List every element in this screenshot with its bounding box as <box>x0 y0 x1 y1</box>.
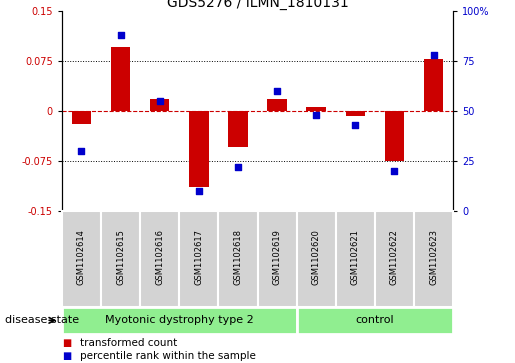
Text: ■: ■ <box>62 351 71 361</box>
Text: GSM1102617: GSM1102617 <box>194 229 203 285</box>
Title: GDS5276 / ILMN_1810131: GDS5276 / ILMN_1810131 <box>167 0 348 10</box>
Bar <box>140 211 179 307</box>
Bar <box>346 111 365 116</box>
Text: GSM1102616: GSM1102616 <box>155 229 164 285</box>
Bar <box>189 111 209 187</box>
Point <box>273 88 281 94</box>
Text: percentile rank within the sample: percentile rank within the sample <box>80 351 256 361</box>
Bar <box>150 99 169 111</box>
Point <box>195 188 203 193</box>
Point <box>116 32 125 38</box>
Text: disease state: disease state <box>5 315 79 325</box>
Text: GSM1102619: GSM1102619 <box>272 229 282 285</box>
Bar <box>179 211 218 307</box>
Point <box>77 148 85 154</box>
Bar <box>62 307 297 334</box>
Bar <box>297 211 336 307</box>
Point <box>351 122 359 127</box>
Point <box>156 98 164 103</box>
Bar <box>424 59 443 111</box>
Text: ■: ■ <box>62 338 71 348</box>
Text: GSM1102621: GSM1102621 <box>351 229 360 285</box>
Text: Myotonic dystrophy type 2: Myotonic dystrophy type 2 <box>105 315 253 325</box>
Bar <box>297 307 453 334</box>
Bar <box>62 211 101 307</box>
Point <box>430 52 438 58</box>
Bar <box>228 111 248 147</box>
Text: GSM1102614: GSM1102614 <box>77 229 86 285</box>
Bar <box>72 111 91 124</box>
Bar <box>218 211 258 307</box>
Text: GSM1102623: GSM1102623 <box>429 229 438 285</box>
Bar <box>101 211 140 307</box>
Point <box>312 112 320 118</box>
Text: GSM1102618: GSM1102618 <box>233 229 243 285</box>
Bar <box>267 99 287 111</box>
Text: GSM1102615: GSM1102615 <box>116 229 125 285</box>
Bar <box>385 111 404 160</box>
Text: GSM1102620: GSM1102620 <box>312 229 321 285</box>
Point <box>234 164 242 170</box>
Point <box>390 168 399 174</box>
Text: control: control <box>355 315 394 325</box>
Text: transformed count: transformed count <box>80 338 177 348</box>
Bar <box>306 107 326 111</box>
Bar <box>258 211 297 307</box>
Bar <box>414 211 453 307</box>
Bar <box>336 211 375 307</box>
Text: GSM1102622: GSM1102622 <box>390 229 399 285</box>
Bar <box>375 211 414 307</box>
Bar <box>111 48 130 111</box>
